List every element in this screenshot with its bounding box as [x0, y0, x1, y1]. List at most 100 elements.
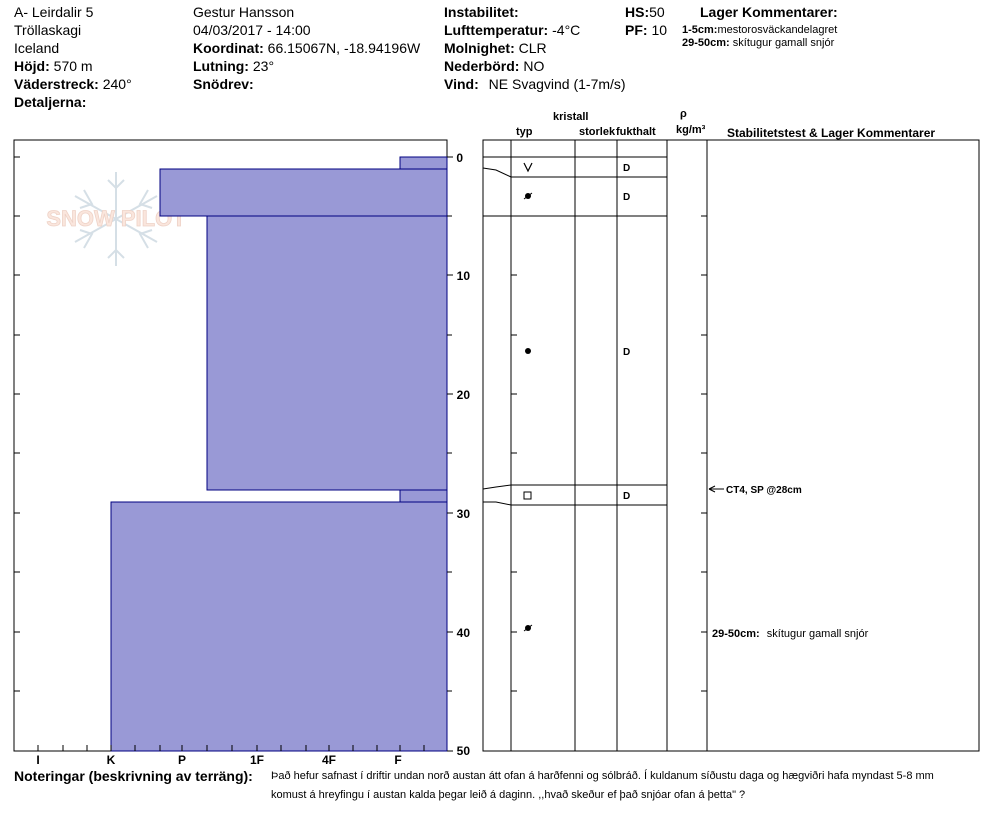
table-row-lines: [483, 156, 667, 506]
right-comment-range: 29-50cm:: [712, 628, 760, 640]
observation-datetime: 04/03/2017 - 14:00: [193, 22, 311, 38]
depth-label: 20: [457, 388, 471, 402]
depth-axis-ticks: [447, 156, 453, 752]
layer-bar: [399, 489, 448, 503]
layer-bar: [399, 156, 448, 170]
notes-line-1: Það hefur safnast í driftir undan norð a…: [271, 770, 934, 782]
table-column-lines: [510, 140, 708, 751]
moisture-code: D: [623, 491, 630, 502]
stability-test-marker: CT4, SP @28cm: [708, 485, 802, 496]
sky-value: CLR: [518, 40, 547, 56]
moisture-code: D: [623, 192, 630, 203]
country-name: Iceland: [14, 40, 60, 56]
layer-comment-marker: 29-50cm: skítugur gamall snjór: [701, 628, 869, 640]
layer-comment-1-text: mestorosväckandelagret: [717, 24, 838, 36]
faceted-crystal-icon: [523, 491, 532, 500]
hardness-label: 1F: [250, 753, 264, 767]
hardness-label: F: [394, 753, 401, 767]
sky-label: Molnighet:: [444, 40, 515, 56]
aspect-label: Väderstreck:: [14, 76, 99, 92]
layer-bar: [206, 215, 448, 491]
airtemp-value: -4°C: [552, 22, 581, 38]
hardness-label: I: [36, 753, 39, 767]
precip-label: Nederbörd:: [444, 58, 520, 74]
pf-value: 10: [651, 22, 668, 38]
moisture-code: D: [623, 347, 630, 358]
details-label: Detaljerna:: [14, 94, 87, 110]
slope-row: Lutning: 23°: [193, 58, 274, 74]
rho-header: ρ: [680, 108, 687, 120]
sky-row: Molnighet: CLR: [444, 40, 547, 56]
layer-comments-title: Lager Kommentarer:: [700, 4, 838, 20]
round-grain-icon: [525, 348, 531, 354]
airtemp-label: Lufttemperatur:: [444, 22, 549, 38]
depth-axis-labels: 0 10 20 30 40 50: [456, 151, 470, 758]
hardness-layers: [110, 156, 448, 752]
rounded-grain-icon: [523, 624, 533, 632]
drift-label: Snödrev:: [193, 76, 254, 92]
elevation-row: Höjd: 570 m: [14, 58, 93, 74]
notes-line-2: komust á hreyfingu í austan kalda þegar …: [271, 789, 746, 801]
slope-label: Lutning:: [193, 58, 249, 74]
layer-comment-2: 29-50cm: skítugur gamall snjór: [682, 37, 834, 49]
elevation-label: Höjd:: [14, 58, 50, 74]
notes-label: Noteringar (beskrivning av terräng):: [14, 768, 253, 784]
density-unit-header: kg/m³: [676, 124, 706, 136]
aspect-row: Väderstreck: 240°: [14, 76, 132, 92]
right-comment: 29-50cm: skítugur gamall snjór: [712, 628, 869, 640]
layer-comment-2-text: skítugur gamall snjór: [732, 37, 835, 49]
rounded-grain-icon: [523, 192, 533, 200]
instability-label: Instabilitet:: [444, 4, 519, 20]
depth-label: 10: [457, 269, 471, 283]
depth-label: 30: [457, 507, 471, 521]
observer-name: Gestur Hansson: [193, 4, 295, 20]
precipitation-particle-icon: [523, 162, 533, 173]
left-depth-ticks: [14, 156, 20, 692]
layer-table-frame: [482, 139, 980, 752]
region-name: Tröllaskagi: [14, 22, 82, 38]
hs-label: HS:: [625, 4, 650, 20]
depth-label: 0: [456, 151, 463, 165]
stability-header: Stabilitetstest & Lager Kommentarer: [727, 126, 936, 140]
slope-value: 23°: [252, 58, 275, 74]
arrow-left-icon: [708, 485, 716, 493]
hardness-label: P: [178, 753, 186, 767]
moisture-header: fukthalt: [616, 126, 656, 138]
layer-comment-1: 1-5cm:mestorosväckandelagret: [682, 24, 837, 36]
moisture-codes: D D D D: [623, 163, 630, 502]
hardness-axis-labels: I K P 1F 4F F: [36, 753, 401, 767]
aspect-value: 240°: [102, 76, 132, 92]
precip-row: Nederbörd: NO: [444, 58, 544, 74]
coordinates-label: Koordinat:: [193, 40, 264, 56]
hardness-axis-ticks: [37, 745, 425, 751]
layer-connectors: [482, 167, 512, 506]
pf-label: PF:: [625, 22, 648, 38]
hs-value: 50: [649, 4, 665, 20]
wind-row: Vind: NE Svagvind (1-7m/s): [444, 76, 626, 92]
airtemp-row: Lufttemperatur: -4°C: [444, 22, 580, 38]
type-header: typ: [516, 126, 533, 138]
crystal-header: kristall: [553, 111, 589, 123]
size-header: storlek: [579, 126, 616, 138]
location-name: A- Leirdalir 5: [14, 4, 94, 20]
coordinates-value: 66.15067N, -18.94196W: [267, 40, 421, 56]
layer-bar: [159, 168, 448, 217]
coordinates-row: Koordinat: 66.15067N, -18.94196W: [193, 40, 420, 56]
pf-row: PF: 10: [625, 22, 667, 38]
layer-comment-1-range: 1-5cm:: [682, 24, 718, 36]
snowpilot-watermark: SNOW PILOT: [46, 172, 187, 266]
hardness-label: 4F: [322, 753, 336, 767]
precip-value: NO: [523, 58, 545, 74]
stability-test-text: CT4, SP @28cm: [726, 485, 802, 496]
wind-value: NE Svagvind (1-7m/s): [488, 76, 626, 92]
hs-row: HS:50: [625, 4, 665, 20]
wind-label: Vind:: [444, 76, 479, 92]
elevation-value: 570 m: [53, 58, 93, 74]
layer-comment-2-range: 29-50cm:: [682, 37, 730, 49]
table-depth-ticks: [511, 215, 707, 692]
depth-label: 50: [457, 744, 471, 758]
moisture-code: D: [623, 163, 630, 174]
right-comment-text: skítugur gamall snjór: [767, 628, 869, 640]
grain-type-symbols: [523, 162, 533, 632]
